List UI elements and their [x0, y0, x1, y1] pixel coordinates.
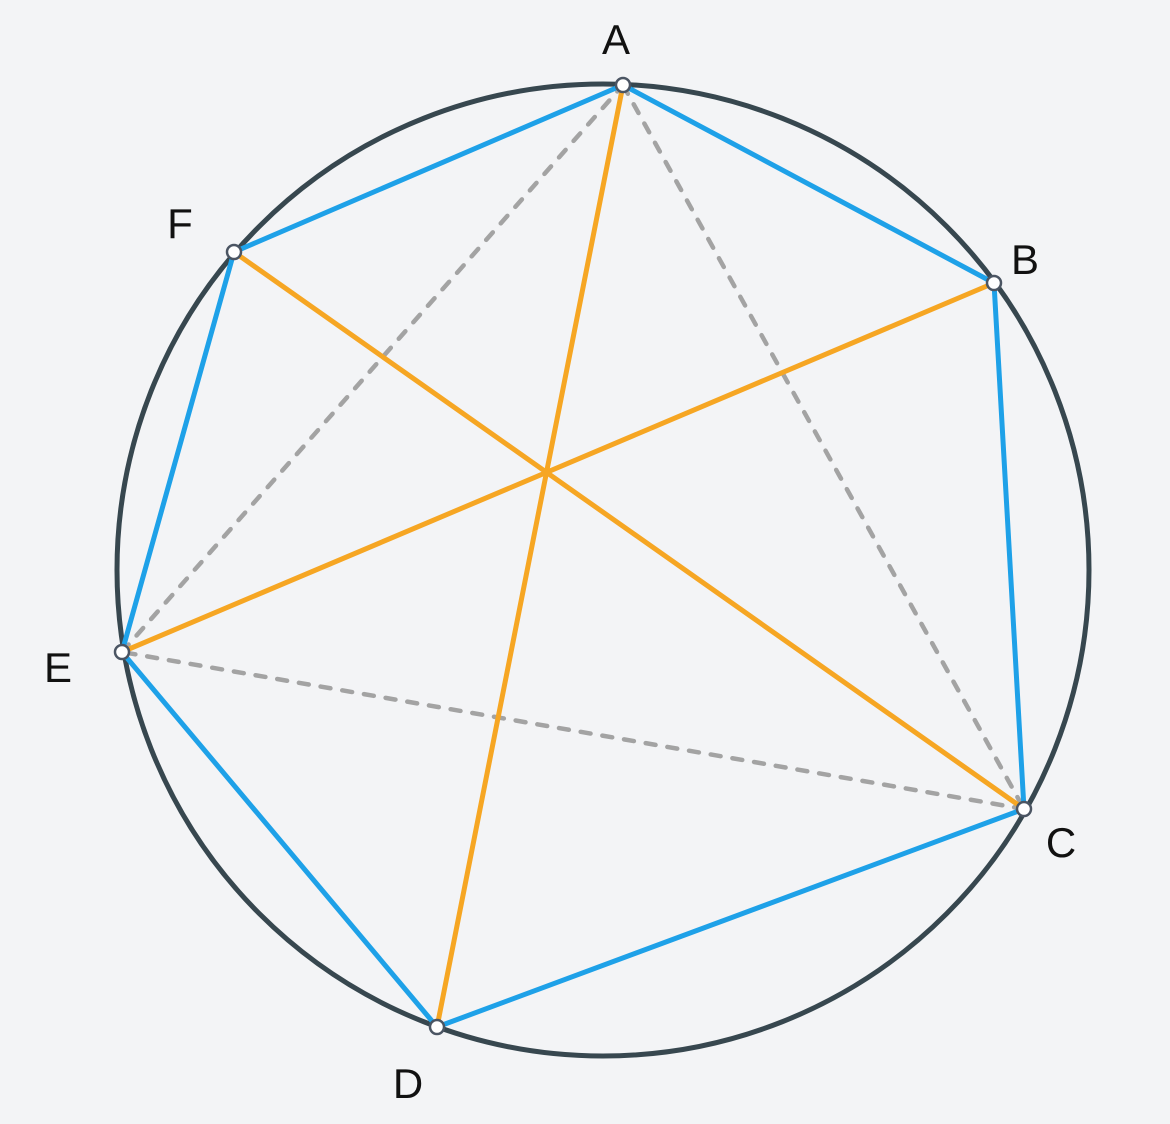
vertex-labels: A B C D E F: [44, 16, 1076, 1107]
vertex-e[interactable]: [113, 643, 131, 661]
diagonal-be: [119, 280, 997, 655]
diagonal-cf: [231, 249, 1027, 812]
label-e: E: [44, 644, 72, 691]
vertex-f[interactable]: [225, 243, 243, 261]
vertex-d[interactable]: [428, 1018, 446, 1036]
vertex-c[interactable]: [1015, 800, 1033, 818]
circumcircle: [114, 81, 1092, 1059]
label-d: D: [393, 1060, 423, 1107]
side-ef: [119, 249, 237, 655]
side-de: [119, 649, 440, 1030]
dashed-segment-ce: [119, 649, 1027, 812]
dashed-segment-ea: [119, 82, 626, 655]
vertices: [113, 76, 1033, 1036]
vertex-a[interactable]: [614, 76, 632, 94]
side-bc: [991, 280, 1027, 812]
vertex-b[interactable]: [985, 274, 1003, 292]
main-diagonals: [119, 82, 1027, 1030]
side-ab: [620, 82, 997, 286]
side-cd: [434, 806, 1027, 1030]
dashed-triangle-ace: [119, 82, 1027, 812]
side-fa: [231, 82, 626, 255]
label-b: B: [1011, 236, 1039, 283]
label-a: A: [602, 16, 630, 63]
diagonal-ad: [434, 82, 626, 1030]
hexagon-sides: [119, 82, 1027, 1030]
label-c: C: [1046, 819, 1076, 866]
dashed-segment-ac: [620, 82, 1027, 812]
label-f: F: [167, 200, 193, 247]
